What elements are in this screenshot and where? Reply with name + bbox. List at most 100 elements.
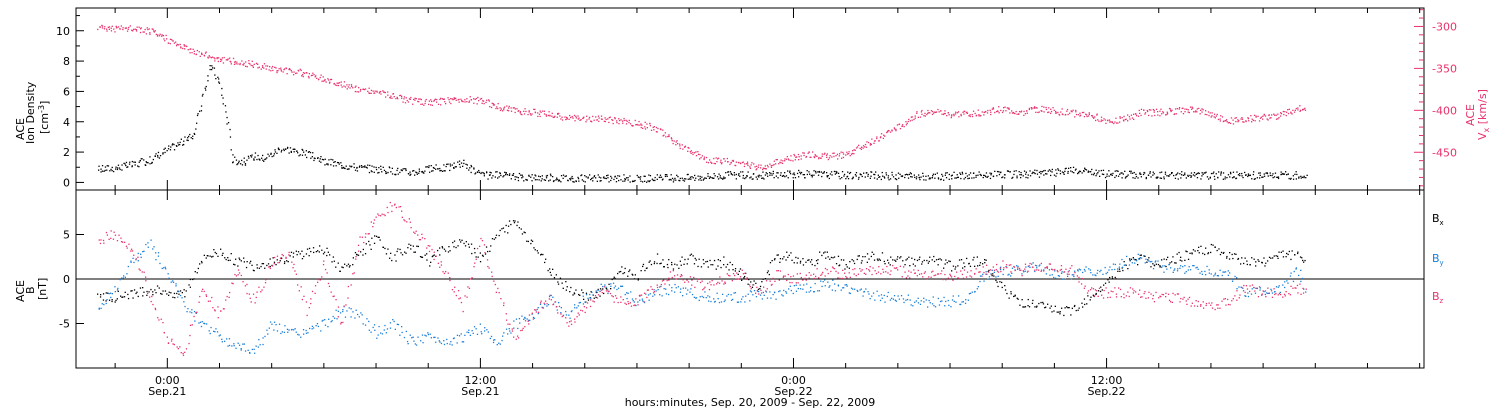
data-point <box>935 111 937 113</box>
data-point <box>1176 270 1179 272</box>
data-point <box>100 294 102 296</box>
data-point <box>134 28 136 30</box>
data-point <box>1277 113 1279 115</box>
data-point <box>1093 174 1095 176</box>
data-point <box>1303 261 1305 263</box>
data-point <box>395 97 397 100</box>
data-point <box>721 162 723 164</box>
data-point <box>499 109 502 112</box>
data-point <box>558 302 560 304</box>
data-point <box>1087 115 1090 117</box>
data-point <box>799 173 802 175</box>
data-point <box>1157 263 1160 266</box>
data-point <box>861 260 863 262</box>
data-point <box>807 152 809 154</box>
data-point <box>226 338 228 340</box>
data-point <box>418 172 420 174</box>
data-point <box>808 171 810 173</box>
data-point <box>828 177 830 180</box>
data-point <box>1190 175 1193 177</box>
data-point <box>1119 116 1121 118</box>
data-point <box>853 273 855 275</box>
data-point <box>489 174 491 176</box>
data-point <box>98 165 100 167</box>
data-point <box>720 266 722 269</box>
data-point <box>583 306 585 308</box>
data-point <box>492 341 495 344</box>
data-point <box>155 33 157 36</box>
data-point <box>121 277 123 279</box>
data-point <box>340 321 342 324</box>
data-point <box>940 110 942 112</box>
data-point <box>360 312 362 314</box>
data-point <box>111 293 113 295</box>
data-point <box>1036 265 1038 267</box>
data-point <box>308 255 310 257</box>
data-point <box>270 152 272 154</box>
data-point <box>344 263 346 265</box>
data-point <box>552 268 554 270</box>
data-point <box>758 164 760 166</box>
data-point <box>933 274 935 277</box>
data-point <box>1117 122 1119 124</box>
data-point <box>421 170 424 173</box>
data-point <box>845 264 847 266</box>
data-point <box>774 258 776 260</box>
data-point <box>1144 113 1146 115</box>
data-point <box>612 119 614 121</box>
data-point <box>713 284 715 286</box>
data-point <box>1284 286 1286 289</box>
data-point <box>117 290 119 292</box>
data-point <box>724 281 726 283</box>
data-point <box>114 301 116 303</box>
data-point <box>602 285 604 288</box>
data-point <box>746 163 749 165</box>
data-point <box>140 256 142 258</box>
data-point <box>308 73 310 75</box>
data-point <box>576 307 578 309</box>
data-point <box>482 172 485 174</box>
data-point <box>1087 170 1090 172</box>
data-point <box>729 171 732 173</box>
data-point <box>1147 259 1149 261</box>
data-point <box>116 240 119 242</box>
data-point <box>418 101 420 103</box>
data-point <box>209 255 211 257</box>
data-point <box>424 334 426 336</box>
data-point <box>439 254 441 256</box>
data-point <box>182 352 184 355</box>
data-point <box>961 301 963 303</box>
data-point <box>405 97 407 99</box>
data-point <box>214 58 216 60</box>
data-point <box>1235 120 1237 123</box>
data-point <box>1098 120 1100 122</box>
data-point <box>923 297 925 299</box>
data-point <box>707 162 710 164</box>
data-point <box>948 173 950 176</box>
data-point <box>530 239 533 241</box>
data-point <box>371 237 373 239</box>
data-point <box>1175 113 1177 115</box>
data-point <box>275 324 277 326</box>
data-point <box>1006 107 1008 109</box>
data-point <box>745 176 747 179</box>
data-point <box>1216 113 1218 116</box>
data-point <box>204 52 207 54</box>
data-point <box>637 124 639 126</box>
data-point <box>1277 118 1279 120</box>
data-point <box>484 253 487 255</box>
data-point <box>732 298 734 301</box>
data-point <box>669 178 671 181</box>
data-point <box>139 28 142 30</box>
data-point <box>697 153 700 155</box>
data-point <box>943 296 945 299</box>
data-point <box>114 291 116 293</box>
data-point <box>1207 252 1210 254</box>
data-point <box>839 264 841 266</box>
data-point <box>381 171 383 173</box>
data-point <box>632 180 634 182</box>
data-point <box>793 174 796 176</box>
data-point <box>690 288 692 290</box>
data-point <box>1005 266 1007 268</box>
data-point <box>1247 292 1249 294</box>
